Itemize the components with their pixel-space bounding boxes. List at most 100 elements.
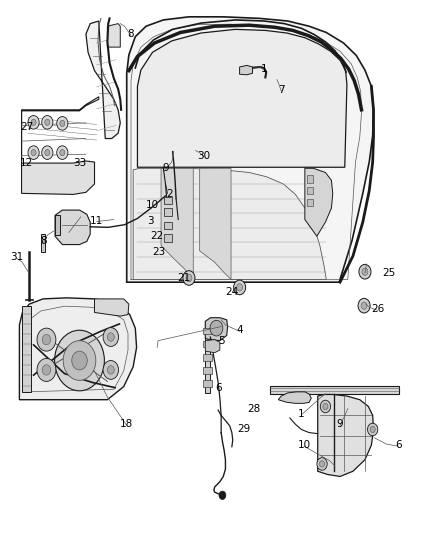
Circle shape <box>320 400 331 413</box>
Polygon shape <box>205 318 228 341</box>
Polygon shape <box>307 187 314 195</box>
FancyBboxPatch shape <box>164 222 172 229</box>
Circle shape <box>237 284 243 291</box>
Circle shape <box>210 320 223 336</box>
Polygon shape <box>55 215 60 235</box>
Text: 25: 25 <box>382 268 395 278</box>
Circle shape <box>42 365 51 375</box>
Polygon shape <box>133 168 326 280</box>
FancyBboxPatch shape <box>164 208 172 216</box>
Text: 4: 4 <box>236 325 243 335</box>
Circle shape <box>367 423 378 436</box>
Circle shape <box>103 360 119 379</box>
Polygon shape <box>318 394 374 477</box>
Polygon shape <box>200 168 231 280</box>
Circle shape <box>60 149 65 156</box>
Circle shape <box>45 149 50 156</box>
Circle shape <box>186 274 192 281</box>
Polygon shape <box>203 354 212 360</box>
Circle shape <box>233 280 246 295</box>
Text: 10: 10 <box>146 200 159 210</box>
Circle shape <box>42 146 53 159</box>
Text: 5: 5 <box>218 336 224 346</box>
Text: 1: 1 <box>261 64 267 74</box>
Polygon shape <box>21 161 95 195</box>
Text: 23: 23 <box>152 247 166 257</box>
Polygon shape <box>127 17 374 282</box>
Circle shape <box>57 117 68 130</box>
Text: 8: 8 <box>128 29 134 39</box>
Text: 27: 27 <box>20 122 33 132</box>
FancyBboxPatch shape <box>164 234 172 242</box>
Polygon shape <box>41 234 45 252</box>
Circle shape <box>72 351 87 370</box>
Polygon shape <box>278 392 311 403</box>
Circle shape <box>319 461 325 467</box>
Polygon shape <box>95 299 129 316</box>
Text: 28: 28 <box>247 403 261 414</box>
Text: 33: 33 <box>73 158 86 168</box>
Circle shape <box>31 149 36 156</box>
Circle shape <box>55 330 104 391</box>
Polygon shape <box>22 306 31 392</box>
Text: 26: 26 <box>371 304 385 314</box>
Circle shape <box>107 333 114 341</box>
Polygon shape <box>307 175 314 183</box>
FancyBboxPatch shape <box>164 197 172 204</box>
Circle shape <box>37 358 56 382</box>
Circle shape <box>323 403 328 410</box>
Circle shape <box>317 458 327 470</box>
Polygon shape <box>240 66 252 75</box>
Circle shape <box>37 328 56 351</box>
Text: 22: 22 <box>150 231 163 241</box>
Circle shape <box>362 268 368 276</box>
Circle shape <box>57 146 68 159</box>
Polygon shape <box>203 381 212 386</box>
Polygon shape <box>161 168 193 280</box>
Polygon shape <box>305 168 333 236</box>
Text: 10: 10 <box>297 440 311 450</box>
Text: 7: 7 <box>278 85 285 95</box>
Text: 21: 21 <box>177 273 191 283</box>
Text: 3: 3 <box>147 215 154 225</box>
Circle shape <box>107 366 114 374</box>
Text: 18: 18 <box>120 419 133 429</box>
Polygon shape <box>270 385 399 394</box>
Polygon shape <box>203 367 212 374</box>
Text: 6: 6 <box>395 440 402 450</box>
Circle shape <box>183 271 195 285</box>
Polygon shape <box>21 97 99 165</box>
Text: 6: 6 <box>215 383 222 393</box>
Circle shape <box>103 328 119 346</box>
Polygon shape <box>138 29 347 167</box>
Circle shape <box>63 341 96 381</box>
Circle shape <box>359 264 371 279</box>
Circle shape <box>45 119 50 125</box>
Circle shape <box>31 119 36 125</box>
Polygon shape <box>205 321 209 393</box>
Circle shape <box>28 146 39 159</box>
Circle shape <box>42 116 53 129</box>
Circle shape <box>361 302 367 309</box>
Polygon shape <box>205 340 220 353</box>
Text: 9: 9 <box>162 163 169 173</box>
Circle shape <box>358 298 370 313</box>
Polygon shape <box>203 341 212 348</box>
Circle shape <box>370 426 375 433</box>
Text: 24: 24 <box>225 287 239 296</box>
Text: 30: 30 <box>198 151 211 161</box>
Text: 1: 1 <box>298 409 305 419</box>
Text: 2: 2 <box>166 189 173 199</box>
Polygon shape <box>19 298 137 400</box>
Polygon shape <box>107 23 120 47</box>
Circle shape <box>42 334 51 345</box>
Text: 11: 11 <box>90 215 103 225</box>
Text: 31: 31 <box>10 252 23 262</box>
Polygon shape <box>307 199 314 206</box>
Text: 9: 9 <box>337 419 343 429</box>
Text: 12: 12 <box>20 158 33 168</box>
Circle shape <box>28 116 39 129</box>
Text: 29: 29 <box>237 424 251 434</box>
Circle shape <box>219 491 226 499</box>
Polygon shape <box>86 21 120 139</box>
